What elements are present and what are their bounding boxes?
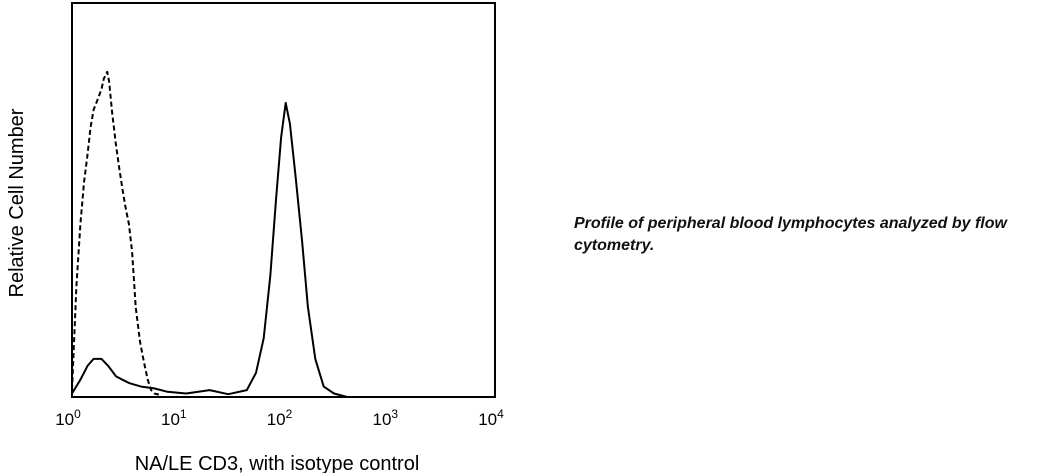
cd3-stained-curve: [71, 101, 348, 398]
x-tick-label: 102: [267, 407, 293, 429]
plot-frame: [71, 2, 496, 398]
histogram-chart: 100 101 102 103 104 NA/LE CD3, with isotype …: [6, 2, 505, 473]
x-tick-label: 103: [372, 407, 398, 429]
x-tick-label: 104: [478, 407, 504, 429]
isotype-control-curve: [71, 70, 162, 397]
x-tick-label: 100: [55, 407, 81, 429]
chart-svg: 100 101 102 103 104 NA/LE CD3, with isotype …: [6, 2, 504, 473]
curves-layer: [71, 70, 348, 398]
x-tick-label: 101: [161, 407, 187, 429]
y-axis-title: Relative Cell Number: [6, 108, 28, 297]
x-tick-labels: 100 101 102 103 104: [55, 407, 504, 429]
x-axis-title: NA/LE CD3, with isotype control: [135, 453, 420, 473]
figure-caption: Profile of peripheral blood lymphocytes …: [574, 215, 1007, 254]
